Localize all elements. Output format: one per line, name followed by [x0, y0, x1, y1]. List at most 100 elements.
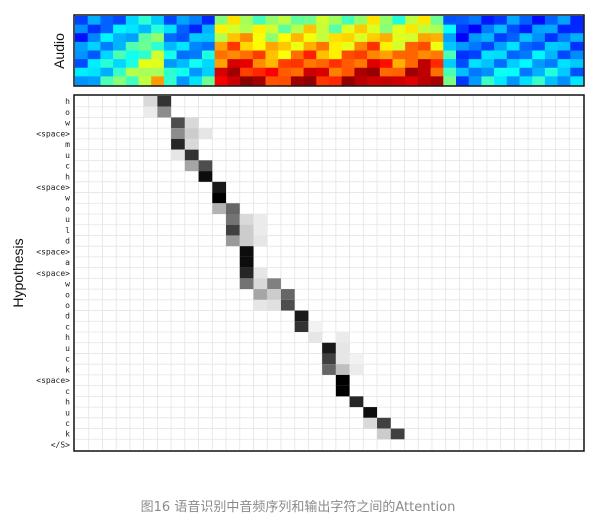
spectrogram-cell	[418, 33, 431, 42]
hypothesis-tick-label: a	[65, 258, 70, 267]
spectrogram-cell	[316, 33, 329, 42]
spectrogram-cell	[456, 42, 469, 51]
spectrogram-cell	[532, 33, 545, 42]
attention-cell	[253, 214, 267, 225]
spectrogram-cell	[545, 51, 558, 60]
spectrogram-cell	[558, 59, 571, 68]
spectrogram-cell	[100, 16, 113, 25]
spectrogram-cell	[456, 76, 469, 85]
hypothesis-tick-label: <space>	[36, 247, 70, 256]
spectrogram-cell	[469, 33, 482, 42]
spectrogram-cell	[469, 76, 482, 85]
attention-cell	[171, 150, 185, 161]
spectrogram-cell	[367, 51, 380, 60]
spectrogram-cell	[266, 33, 279, 42]
hypothesis-tick-label: d	[65, 237, 70, 246]
spectrogram-cell	[304, 16, 317, 25]
spectrogram-cell	[393, 25, 406, 34]
spectrogram-cell	[405, 16, 418, 25]
spectrogram-cell	[494, 68, 507, 77]
attention-cell	[240, 225, 254, 236]
spectrogram-cell	[151, 42, 164, 51]
spectrogram-cell	[88, 51, 101, 60]
spectrogram-cell	[456, 33, 469, 42]
spectrogram-cell	[431, 51, 444, 60]
spectrogram-cell	[189, 25, 202, 34]
spectrogram-cell	[354, 42, 367, 51]
hypothesis-tick-label: h	[65, 97, 70, 106]
spectrogram-cell	[354, 59, 367, 68]
attention-cell	[336, 332, 350, 343]
spectrogram-cell	[393, 59, 406, 68]
attention-cell	[185, 150, 199, 161]
spectrogram-cell	[520, 68, 533, 77]
spectrogram-cell	[405, 68, 418, 77]
attention-cell	[185, 117, 199, 128]
spectrogram-cell	[418, 16, 431, 25]
spectrogram-cell	[113, 25, 126, 34]
spectrogram-cell	[329, 16, 342, 25]
spectrogram-cell	[367, 25, 380, 34]
spectrogram-cell	[481, 16, 494, 25]
attention-cell	[253, 268, 267, 279]
attention-cell	[171, 139, 185, 150]
spectrogram-cell	[520, 16, 533, 25]
hypothesis-tick-label: w	[65, 280, 70, 289]
spectrogram-cell	[227, 25, 240, 34]
spectrogram-cell	[558, 68, 571, 77]
spectrogram-cell	[393, 33, 406, 42]
attention-cell	[322, 364, 336, 375]
spectrogram-cell	[266, 25, 279, 34]
spectrogram-cell	[291, 33, 304, 42]
spectrogram-cell	[545, 16, 558, 25]
spectrogram-cell	[469, 68, 482, 77]
spectrogram-cell	[189, 16, 202, 25]
spectrogram-cell	[316, 59, 329, 68]
spectrogram-cell	[189, 68, 202, 77]
spectrogram-cell	[113, 68, 126, 77]
spectrogram-cell	[418, 76, 431, 85]
spectrogram-cell	[88, 42, 101, 51]
spectrogram-cell	[253, 59, 266, 68]
spectrogram-cell	[189, 33, 202, 42]
spectrogram-cell	[367, 76, 380, 85]
spectrogram-cell	[431, 16, 444, 25]
spectrogram-cell	[202, 68, 215, 77]
spectrogram-cell	[100, 68, 113, 77]
spectrogram-cell	[380, 68, 393, 77]
spectrogram-cell	[177, 16, 190, 25]
spectrogram-cell	[215, 68, 228, 77]
spectrogram-cell	[139, 42, 152, 51]
spectrogram-cell	[75, 42, 88, 51]
hypothesis-tick-label: h	[65, 398, 70, 407]
spectrogram-cell	[278, 59, 291, 68]
spectrogram-cell	[227, 59, 240, 68]
spectrogram-cell	[113, 76, 126, 85]
attention-cell	[322, 343, 336, 354]
spectrogram-cell	[329, 42, 342, 51]
attention-cell	[199, 160, 213, 171]
spectrogram-cell	[164, 76, 177, 85]
spectrogram-cell	[253, 68, 266, 77]
spectrogram-cell	[139, 59, 152, 68]
spectrogram-cell	[570, 42, 583, 51]
spectrogram-cell	[240, 16, 253, 25]
attention-cell	[157, 96, 171, 107]
spectrogram-cell	[253, 76, 266, 85]
spectrogram-cell	[532, 16, 545, 25]
attention-cell	[199, 171, 213, 182]
attention-cell	[240, 278, 254, 289]
attention-cell	[336, 353, 350, 364]
spectrogram-cell	[164, 51, 177, 60]
spectrogram-cell	[202, 51, 215, 60]
spectrogram-cell	[367, 68, 380, 77]
spectrogram-cell	[367, 42, 380, 51]
spectrogram-cell	[469, 51, 482, 60]
spectrogram-cell	[418, 68, 431, 77]
spectrogram-cell	[316, 68, 329, 77]
hypothesis-tick-label: c	[65, 162, 70, 171]
spectrogram-cell	[215, 51, 228, 60]
hypothesis-tick-label: k	[65, 365, 70, 374]
spectrogram-cell	[304, 59, 317, 68]
